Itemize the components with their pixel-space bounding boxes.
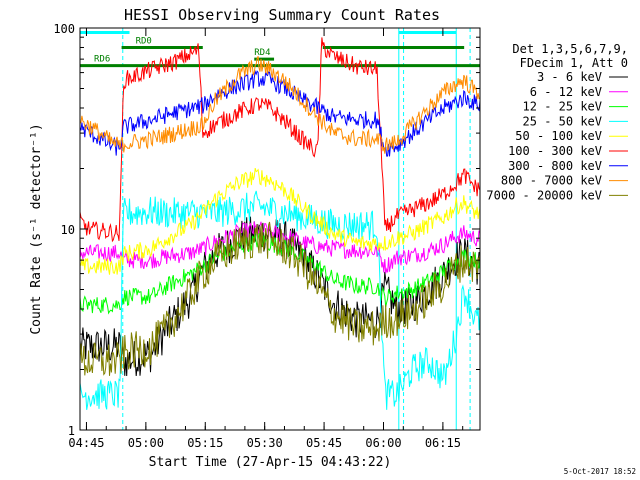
axis-ticks: 04:45 05:00 05:15 05:30 05:45 06:00 06:15 1 10 10… [53,22,480,450]
x-tick-label-6: 06:00 [365,436,401,450]
x-tick-label-3: 05:15 [187,436,223,450]
legend-label-12-25-kev: 12 - 25 keV [523,100,602,114]
y-axis-label: Count Rate (s⁻¹ detector⁻¹) [29,123,44,334]
legend-header-line-1: Det 1,3,5,6,7,9, [512,42,628,56]
x-tick-label-2: 05:00 [128,436,164,450]
flag-rd4-label: RD4 [254,48,270,58]
chart-title: HESSI Observing Summary Count Rates [124,6,440,24]
legend-label-6-12-kev: 6 - 12 keV [530,85,602,99]
flag-n-label: N [94,21,99,31]
x-axis-label: Start Time (27-Apr-15 04:43:22) [149,455,392,470]
legend-label-300-800-kev: 300 - 800 keV [508,159,602,173]
series-7000-20000-kev [80,221,480,376]
series-lines [80,37,480,410]
x-tick-label-4: 05:30 [247,436,283,450]
flag-rd6-label: RD6 [94,55,110,65]
y-tick-label-3: 100 [53,22,75,36]
legend-label-25-50-kev: 25 - 50 keV [523,114,602,128]
series-100-300-kev [80,37,480,243]
plot-area: N RD0 RD6 RD4 [80,21,480,430]
series-800-7000-kev [80,56,480,154]
series-6-12-kev [80,221,480,274]
legend-label-50-100-kev: 50 - 100 keV [515,129,602,143]
legend-label-7000-20000-kev: 7000 - 20000 keV [486,188,602,202]
flag-rd0-label: RD0 [136,36,152,46]
series-3-6-kev [80,216,480,377]
legend-label-100-300-kev: 100 - 300 keV [508,144,602,158]
generation-timestamp: 5-Oct-2017 18:52 [564,467,636,476]
series-50-100-kev [80,167,480,275]
legend-header-line-2: FDecim 1, Att 0 [520,56,628,70]
series-300-800-kev [80,69,480,157]
x-tick-label-7: 06:15 [425,436,461,450]
instrument-flags: N RD0 RD6 RD4 [80,21,480,430]
legend-label-3-6-kev: 3 - 6 keV [537,70,602,84]
legend: Det 1,3,5,6,7,9, FDecim 1, Att 0 3 - 6 k… [486,42,628,202]
series-25-50-kev [80,190,480,410]
y-tick-label-1: 1 [68,424,75,438]
x-tick-label-1: 04:45 [68,436,104,450]
y-tick-label-2: 10 [61,223,75,237]
legend-label-800-7000-kev: 800 - 7000 keV [501,174,602,188]
x-tick-label-5: 05:45 [306,436,342,450]
